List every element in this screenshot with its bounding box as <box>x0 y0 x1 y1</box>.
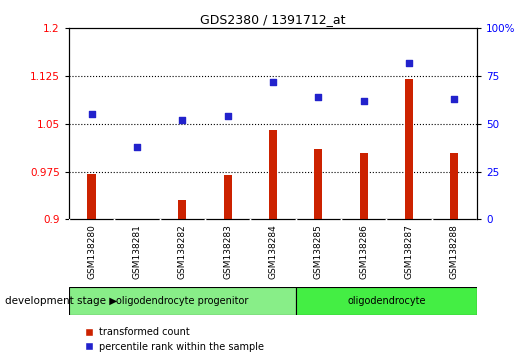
Bar <box>69 287 296 315</box>
Text: GSM138287: GSM138287 <box>404 224 413 279</box>
Point <box>405 60 413 65</box>
Bar <box>314 149 322 219</box>
Bar <box>87 173 95 219</box>
Bar <box>450 153 458 219</box>
Bar <box>296 287 477 315</box>
Point <box>359 98 368 104</box>
Text: GSM138282: GSM138282 <box>178 224 187 279</box>
Point <box>223 113 232 119</box>
Point <box>314 94 323 100</box>
Point <box>132 144 141 150</box>
Bar <box>224 175 232 219</box>
Text: oligodendrocyte: oligodendrocyte <box>347 296 426 306</box>
Text: GSM138283: GSM138283 <box>223 224 232 279</box>
Bar <box>178 200 187 219</box>
Point <box>178 117 187 123</box>
Text: GSM138281: GSM138281 <box>132 224 142 279</box>
Text: GSM138286: GSM138286 <box>359 224 368 279</box>
Text: oligodendrocyte progenitor: oligodendrocyte progenitor <box>116 296 249 306</box>
Text: GSM138285: GSM138285 <box>314 224 323 279</box>
Bar <box>269 130 277 219</box>
Point <box>269 79 277 85</box>
Point <box>87 112 96 117</box>
Bar <box>405 79 413 219</box>
Text: GSM138288: GSM138288 <box>450 224 459 279</box>
Legend: transformed count, percentile rank within the sample: transformed count, percentile rank withi… <box>84 327 264 352</box>
Text: GSM138284: GSM138284 <box>269 224 277 279</box>
Text: GSM138280: GSM138280 <box>87 224 96 279</box>
Title: GDS2380 / 1391712_at: GDS2380 / 1391712_at <box>200 13 346 26</box>
Bar <box>359 153 368 219</box>
Point <box>450 96 458 102</box>
Text: development stage ▶: development stage ▶ <box>5 296 118 306</box>
